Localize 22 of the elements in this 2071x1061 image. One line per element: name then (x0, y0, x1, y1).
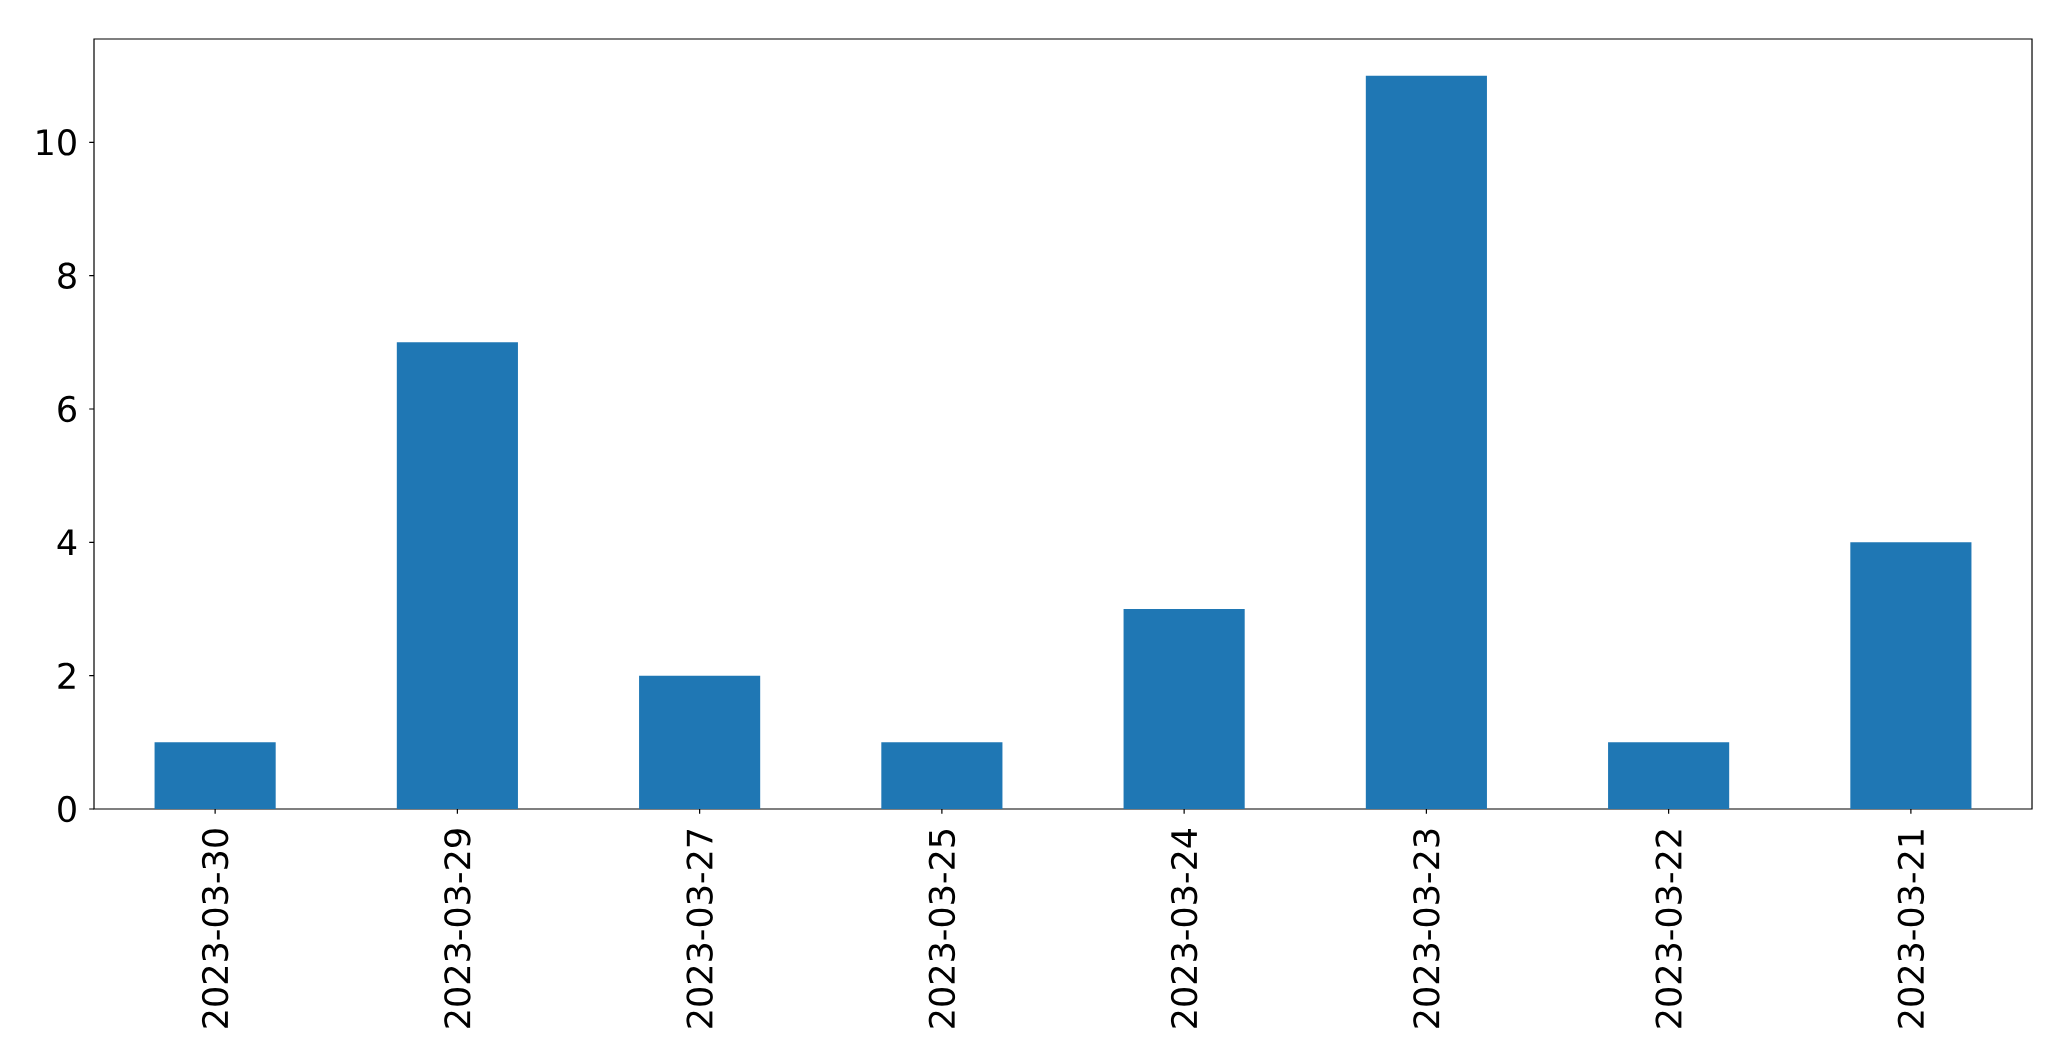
bar (1123, 609, 1245, 809)
x-tick-label: 2023-03-24 (1170, 828, 1198, 1028)
y-tick-label: 8 (58, 262, 76, 289)
x-tick-label: 2023-03-25 (928, 829, 956, 1028)
y-tick-label: 10 (37, 129, 76, 156)
x-tick-label: 2023-03-30 (201, 829, 229, 1028)
bar (1608, 742, 1730, 809)
bar (1850, 542, 1972, 809)
bar (1365, 75, 1487, 809)
x-tick-label: 2023-03-29 (444, 829, 471, 1028)
x-tick-label: 2023-03-23 (1413, 829, 1440, 1028)
bar (881, 742, 1003, 809)
x-tick-label: 2023-03-22 (1655, 830, 1682, 1028)
y-tick-label: 6 (58, 395, 76, 423)
y-tick-label: 0 (58, 795, 76, 823)
bar (154, 742, 276, 809)
x-tick-label: 2023-03-27 (686, 829, 713, 1028)
y-tick-label: 4 (57, 529, 77, 556)
bar (396, 342, 518, 809)
y-tick-label: 2 (58, 662, 75, 689)
bar (639, 675, 761, 809)
x-tick-label: 2023-03-21 (1897, 830, 1925, 1028)
